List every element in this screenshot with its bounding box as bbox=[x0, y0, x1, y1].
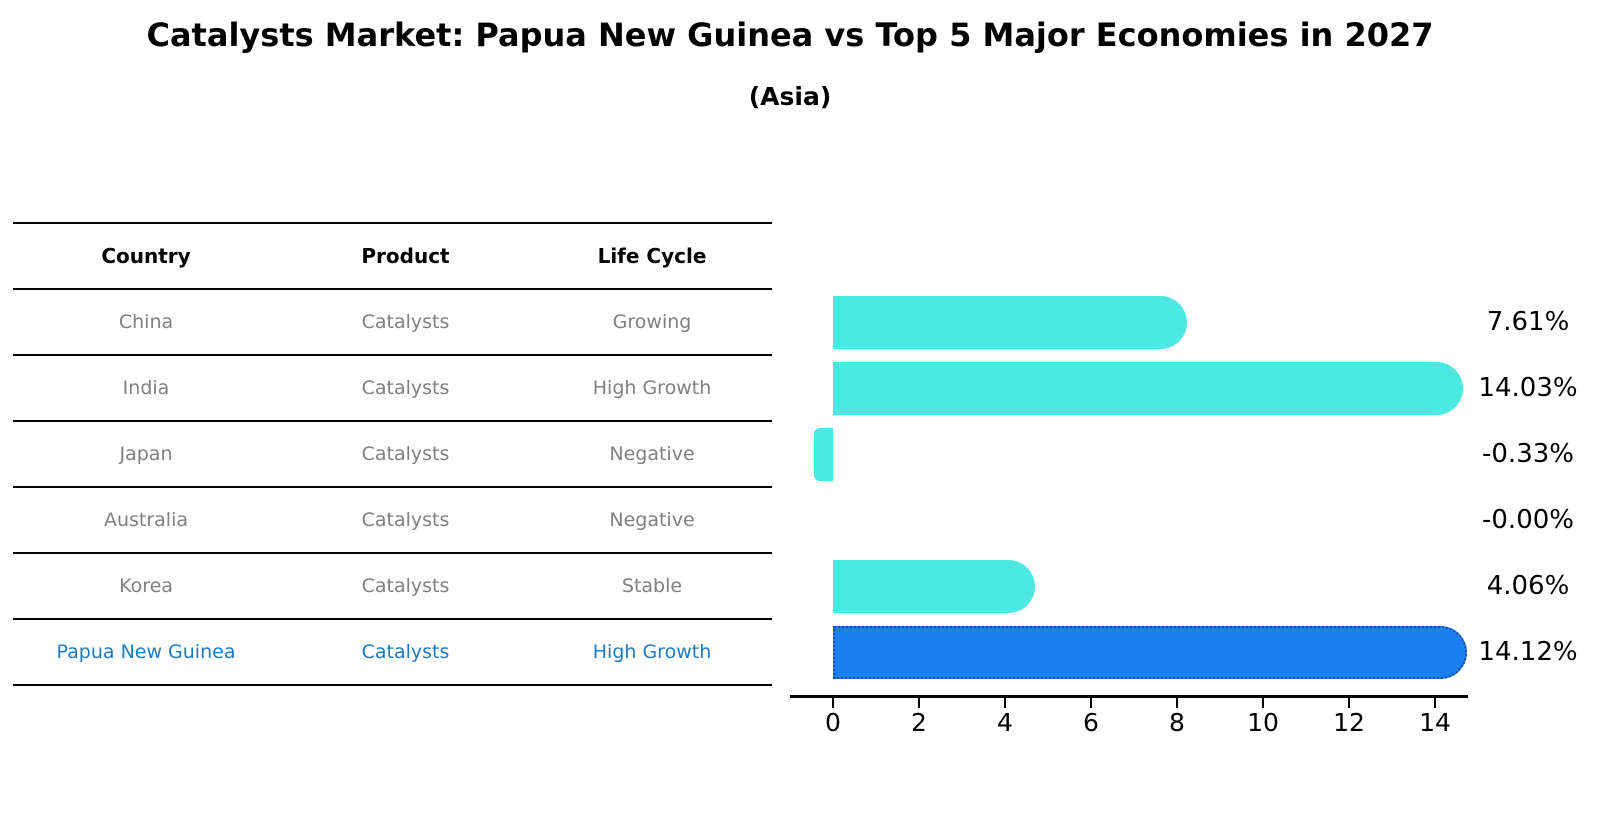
page-subtitle: (Asia) bbox=[748, 82, 832, 111]
cell-life-cycle: High Growth bbox=[592, 377, 712, 399]
column-header-life-cycle: Life Cycle bbox=[597, 244, 707, 268]
value-label-japan: -0.33% bbox=[1482, 439, 1574, 469]
cell-country: Australia bbox=[103, 509, 189, 531]
x-axis-tick-label-12: 12 bbox=[1333, 708, 1365, 737]
cell-life-cycle: Negative bbox=[609, 443, 695, 465]
table-row-korea: Korea Catalysts Stable bbox=[13, 552, 772, 618]
cell-life-cycle: Stable bbox=[621, 575, 683, 597]
column-header-product: Product bbox=[361, 244, 450, 268]
x-axis-line bbox=[790, 695, 1468, 698]
table-row-australia: Australia Catalysts Negative bbox=[13, 486, 772, 552]
cell-country: China bbox=[118, 311, 174, 333]
x-axis-tick-label-4: 4 bbox=[997, 708, 1013, 737]
x-axis-tick-label-10: 10 bbox=[1247, 708, 1279, 737]
cell-product: Catalysts bbox=[361, 377, 450, 399]
cell-product: Catalysts bbox=[361, 509, 450, 531]
column-header-country: Country bbox=[101, 244, 191, 268]
cell-life-cycle: Negative bbox=[609, 509, 695, 531]
value-label-china: 7.61% bbox=[1486, 307, 1570, 337]
cell-country: Japan bbox=[119, 443, 173, 465]
x-axis-tick-label-0: 0 bbox=[825, 708, 841, 737]
bar-japan bbox=[813, 427, 833, 481]
cell-life-cycle: High Growth bbox=[592, 641, 712, 663]
cell-country: Korea bbox=[119, 575, 173, 597]
table-row-china: China Catalysts Growing bbox=[13, 288, 772, 354]
x-axis-tick-6 bbox=[1090, 698, 1092, 708]
table-row-india: India Catalysts High Growth bbox=[13, 354, 772, 420]
x-axis-tick-label-8: 8 bbox=[1169, 708, 1185, 737]
x-axis-tick-label-2: 2 bbox=[911, 708, 927, 737]
x-axis-tick-12 bbox=[1348, 698, 1350, 708]
cell-product: Catalysts bbox=[361, 443, 450, 465]
x-axis-tick-4 bbox=[1004, 698, 1006, 708]
table-row-papua-new-guinea: Papua New Guinea Catalysts High Growth bbox=[13, 618, 772, 684]
x-axis-tick-14 bbox=[1434, 698, 1436, 708]
x-axis-tick-2 bbox=[918, 698, 920, 708]
table-row-japan: Japan Catalysts Negative bbox=[13, 420, 772, 486]
cell-life-cycle: Growing bbox=[612, 311, 692, 333]
value-label-australia: -0.00% bbox=[1482, 505, 1574, 535]
country-table: Country Product Life Cycle China Catalys… bbox=[13, 222, 772, 686]
page-title: Catalysts Market: Papua New Guinea vs To… bbox=[146, 16, 1434, 54]
x-axis-tick-0 bbox=[832, 698, 834, 708]
bar-china bbox=[833, 295, 1188, 349]
bar-india bbox=[833, 361, 1464, 415]
x-axis-tick-10 bbox=[1262, 698, 1264, 708]
x-axis-tick-label-14: 14 bbox=[1419, 708, 1451, 737]
bar-papua-new-guinea bbox=[833, 625, 1468, 679]
x-axis-tick-8 bbox=[1176, 698, 1178, 708]
cell-product: Catalysts bbox=[361, 575, 450, 597]
table-header-row: Country Product Life Cycle bbox=[13, 222, 772, 288]
cell-product: Catalysts bbox=[361, 641, 450, 663]
cell-product: Catalysts bbox=[361, 311, 450, 333]
value-label-papua-new-guinea: 14.12% bbox=[1478, 637, 1578, 667]
cell-country: India bbox=[122, 377, 170, 399]
value-label-india: 14.03% bbox=[1478, 373, 1578, 403]
value-label-korea: 4.06% bbox=[1486, 571, 1570, 601]
bar-korea bbox=[833, 559, 1035, 613]
cell-country: Papua New Guinea bbox=[56, 641, 236, 663]
x-axis-tick-label-6: 6 bbox=[1083, 708, 1099, 737]
